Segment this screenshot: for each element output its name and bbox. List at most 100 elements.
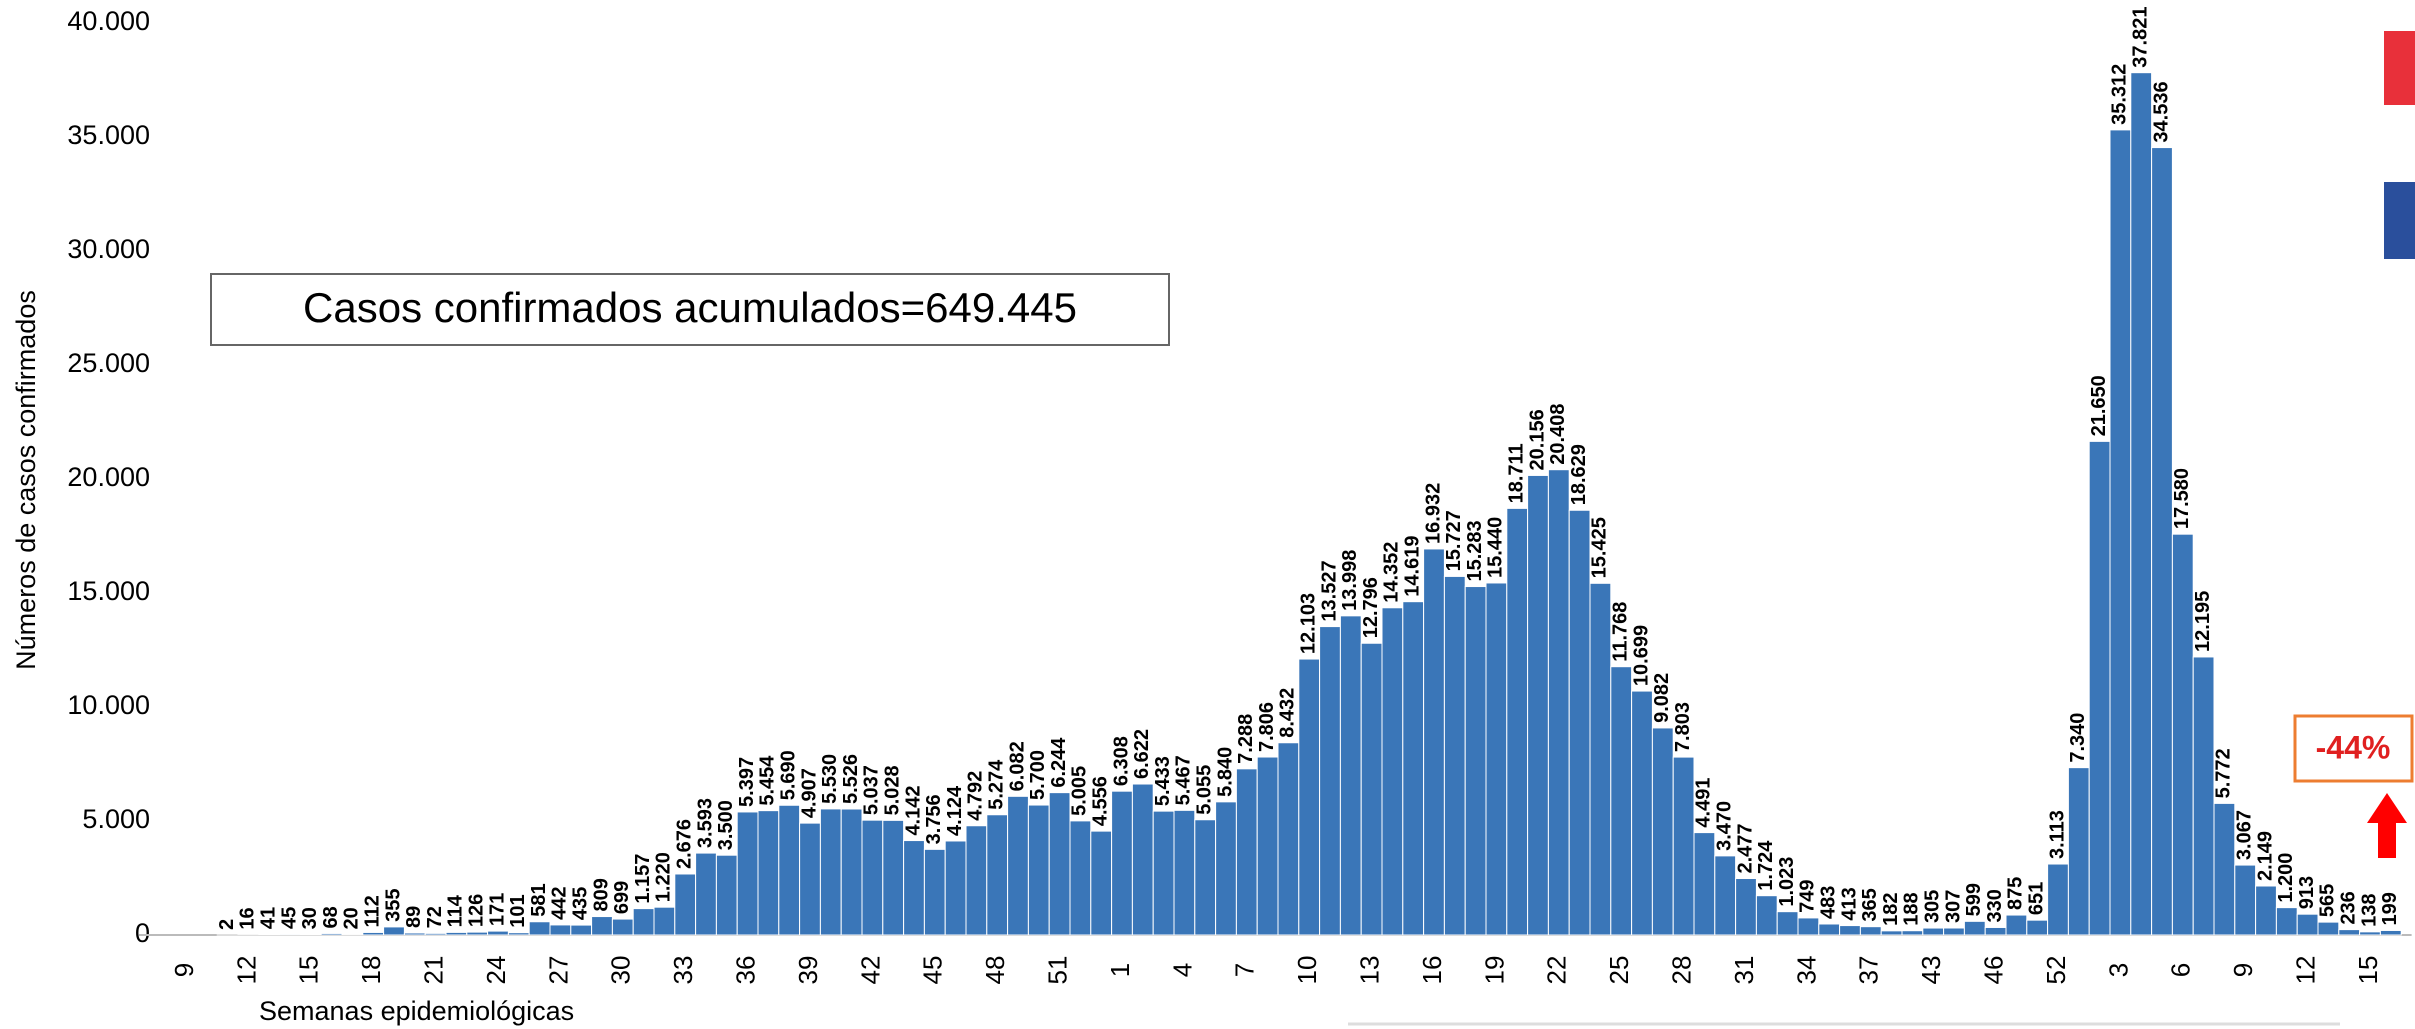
value-label: 6.308 bbox=[1110, 736, 1132, 786]
value-label: 565 bbox=[2317, 884, 2339, 917]
legend-swatch bbox=[2384, 182, 2415, 259]
value-label: 30 bbox=[299, 907, 321, 929]
x-tick-label: 3 bbox=[2103, 963, 2133, 977]
value-label: 2.676 bbox=[673, 819, 695, 869]
value-label: 330 bbox=[1984, 889, 2006, 922]
x-tick-label: 46 bbox=[1978, 956, 2008, 985]
bar bbox=[944, 840, 967, 936]
bar bbox=[1027, 804, 1050, 936]
value-label: 307 bbox=[1942, 890, 1964, 923]
bar bbox=[2213, 802, 2236, 936]
value-label: 89 bbox=[403, 906, 425, 928]
bar bbox=[2005, 914, 2028, 936]
value-label: 5.530 bbox=[819, 754, 841, 804]
x-tick-label: 31 bbox=[1729, 956, 1759, 985]
value-label: 8.432 bbox=[1277, 688, 1299, 738]
value-label: 7.340 bbox=[2067, 713, 2089, 763]
bar bbox=[1776, 911, 1799, 936]
bar bbox=[1090, 830, 1113, 936]
value-label: 138 bbox=[2358, 893, 2380, 926]
y-tick-label: 5.000 bbox=[82, 804, 150, 834]
x-tick-label: 25 bbox=[1604, 956, 1634, 985]
bar bbox=[1818, 923, 1841, 936]
bar bbox=[2317, 921, 2340, 936]
bar bbox=[736, 811, 759, 936]
bar bbox=[2296, 913, 2319, 936]
x-tick-label: 24 bbox=[481, 956, 511, 985]
y-tick-label: 15.000 bbox=[67, 576, 150, 606]
bar bbox=[2088, 440, 2111, 936]
bar bbox=[1859, 926, 1882, 936]
value-label: 37.821 bbox=[2129, 7, 2151, 68]
y-tick-label: 20.000 bbox=[67, 462, 150, 492]
legend-swatch bbox=[2384, 31, 2415, 105]
value-label: 3.470 bbox=[1713, 801, 1735, 851]
x-tick-label: 21 bbox=[418, 956, 448, 985]
value-label: 4.124 bbox=[944, 785, 966, 836]
bar bbox=[1901, 930, 1924, 936]
x-tick-label: 45 bbox=[918, 956, 948, 985]
change-box bbox=[2293, 714, 2414, 783]
bar bbox=[2130, 72, 2153, 936]
value-label: 2.149 bbox=[2254, 831, 2276, 881]
bar bbox=[1631, 690, 1653, 936]
bar bbox=[1256, 756, 1279, 936]
bar bbox=[1360, 642, 1383, 936]
value-label: 15.440 bbox=[1485, 517, 1507, 578]
x-tick-label: 4 bbox=[1167, 963, 1197, 977]
bar bbox=[1922, 927, 1945, 936]
bar bbox=[1714, 855, 1737, 936]
x-tick-label: 18 bbox=[356, 956, 386, 985]
change-label: -44% bbox=[2316, 729, 2391, 765]
bar bbox=[1568, 509, 1591, 936]
value-label: 18.711 bbox=[1505, 443, 1527, 503]
value-label: 101 bbox=[507, 894, 529, 927]
value-label: 3.756 bbox=[923, 794, 945, 844]
value-label: 5.037 bbox=[861, 765, 883, 815]
value-label: 5.526 bbox=[840, 754, 862, 804]
value-label: 5.005 bbox=[1069, 766, 1091, 816]
bar bbox=[1610, 666, 1633, 936]
bar bbox=[487, 930, 509, 936]
bar bbox=[2171, 533, 2194, 936]
value-label: 7.288 bbox=[1235, 714, 1257, 764]
x-tick-label: 43 bbox=[1916, 956, 1946, 985]
y-tick-label: 35.000 bbox=[67, 120, 150, 150]
x-tick-label: 13 bbox=[1354, 956, 1384, 985]
bar bbox=[653, 906, 676, 936]
value-label: 17.580 bbox=[2171, 468, 2193, 529]
x-tick-label: 19 bbox=[1479, 956, 1509, 985]
value-label: 15.283 bbox=[1464, 520, 1486, 581]
x-tick-label: 10 bbox=[1292, 956, 1322, 985]
bar bbox=[2379, 929, 2402, 936]
bar bbox=[383, 926, 405, 936]
x-tick-label: 9 bbox=[2228, 963, 2258, 977]
value-label: 35.312 bbox=[2109, 64, 2131, 125]
bar bbox=[1547, 469, 1570, 936]
bar bbox=[1131, 783, 1154, 936]
value-label: 5.055 bbox=[1193, 765, 1215, 815]
value-label: 12.195 bbox=[2192, 591, 2214, 652]
bar bbox=[986, 814, 1009, 936]
value-label: 3.500 bbox=[715, 800, 737, 850]
bar bbox=[1839, 925, 1861, 936]
bar bbox=[1984, 926, 2007, 936]
value-label: 355 bbox=[382, 889, 404, 922]
value-label: 72 bbox=[424, 906, 446, 928]
x-tick-label: 12 bbox=[231, 956, 261, 985]
x-tick-label: 9 bbox=[169, 963, 199, 977]
bar bbox=[1963, 920, 1986, 936]
bar bbox=[1589, 582, 1612, 936]
value-label: 182 bbox=[1880, 892, 1902, 925]
value-label: 126 bbox=[465, 894, 487, 927]
bar bbox=[507, 932, 530, 936]
bar bbox=[2234, 864, 2257, 936]
bar bbox=[1173, 809, 1196, 936]
bar bbox=[965, 825, 988, 936]
x-tick-label: 48 bbox=[980, 956, 1010, 985]
bar bbox=[1339, 615, 1362, 936]
value-label: 305 bbox=[1921, 890, 1943, 923]
value-label: 14.352 bbox=[1381, 542, 1403, 603]
value-label: 7.803 bbox=[1672, 702, 1694, 752]
